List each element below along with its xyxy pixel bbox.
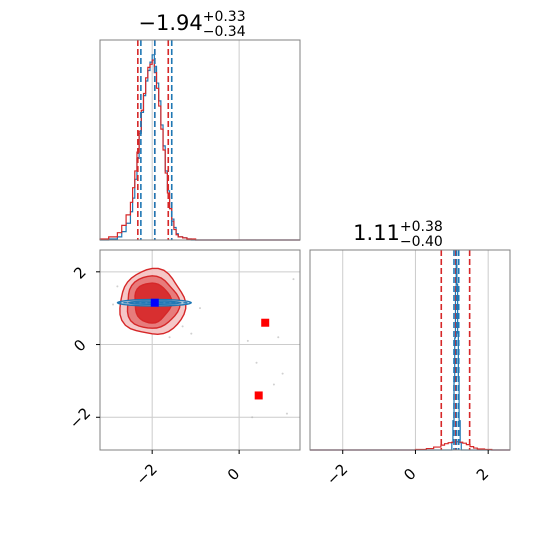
histogram-steps bbox=[99, 54, 300, 241]
scatter-point bbox=[168, 336, 171, 339]
scatter-point bbox=[181, 325, 184, 328]
scatter-point bbox=[190, 332, 193, 335]
x-tick-labels: −2 0 2 bbox=[323, 450, 492, 489]
y-tick-labels: −2 0 2 bbox=[66, 263, 100, 432]
x-tick-label: −2 bbox=[323, 460, 351, 488]
quantile-lines bbox=[137, 40, 173, 240]
histogram-panel-param-1: −1.94+0.33−0.34 bbox=[99, 9, 301, 241]
title-value: −1.94 bbox=[138, 11, 202, 35]
title-minus: −0.34 bbox=[203, 24, 246, 40]
scatter-point bbox=[281, 372, 284, 375]
y-tick-label: −2 bbox=[66, 404, 94, 432]
scatter-point bbox=[199, 307, 201, 310]
quantile-lines bbox=[440, 250, 471, 450]
x-tick-label: 0 bbox=[400, 465, 419, 484]
y-tick-label: 0 bbox=[70, 336, 89, 355]
x-tick-label: 0 bbox=[224, 465, 243, 484]
chart-title-param-1: −1.94+0.33−0.34 bbox=[138, 9, 245, 40]
title-plus: +0.33 bbox=[203, 9, 246, 25]
histogram-panel-param-2: −2 0 2 1.11+0.38−0.40 bbox=[309, 219, 511, 489]
x-tick-label: 2 bbox=[473, 465, 492, 484]
marker-point bbox=[261, 318, 270, 327]
x-tick-labels: −2 0 bbox=[132, 450, 243, 489]
y-tick-label: 2 bbox=[70, 263, 89, 282]
axes-frame bbox=[99, 39, 301, 241]
title-minus: −0.40 bbox=[400, 234, 443, 250]
scatter-point bbox=[272, 383, 275, 386]
joint-panel: −2 0 −2 0 2 bbox=[66, 249, 301, 489]
marker-point bbox=[150, 298, 159, 307]
scatter-point bbox=[251, 416, 254, 419]
scatter-point bbox=[255, 361, 258, 364]
title-text: −1.94+0.33 bbox=[138, 9, 245, 35]
marker-points bbox=[150, 298, 270, 400]
histogram-steps bbox=[310, 264, 510, 451]
axes-frame bbox=[99, 249, 301, 451]
histogram-series bbox=[310, 441, 510, 451]
scatter-points bbox=[112, 278, 295, 419]
x-tick-label: −2 bbox=[132, 460, 160, 488]
scatter-point bbox=[285, 412, 288, 415]
scatter-point bbox=[277, 336, 280, 339]
grid-lines bbox=[342, 250, 489, 450]
histogram-series bbox=[99, 59, 300, 241]
title-text: 1.11+0.38 bbox=[353, 219, 443, 245]
scatter-point bbox=[112, 303, 115, 306]
title-value: 1.11 bbox=[353, 221, 400, 245]
chart-title-param-2: 1.11+0.38−0.40 bbox=[353, 219, 443, 250]
marker-point bbox=[254, 391, 263, 400]
scatter-point bbox=[292, 278, 295, 281]
histogram-series bbox=[310, 264, 510, 451]
grid-lines bbox=[151, 40, 240, 240]
title-plus: +0.38 bbox=[400, 219, 443, 235]
axes-frame bbox=[309, 249, 511, 451]
scatter-point bbox=[246, 339, 249, 342]
scatter-point bbox=[116, 285, 119, 288]
